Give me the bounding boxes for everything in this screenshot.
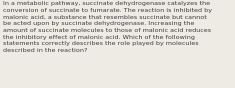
Text: In a metabolic pathway, succinate dehydrogenase catalyzes the
conversion of succ: In a metabolic pathway, succinate dehydr… <box>3 1 212 53</box>
